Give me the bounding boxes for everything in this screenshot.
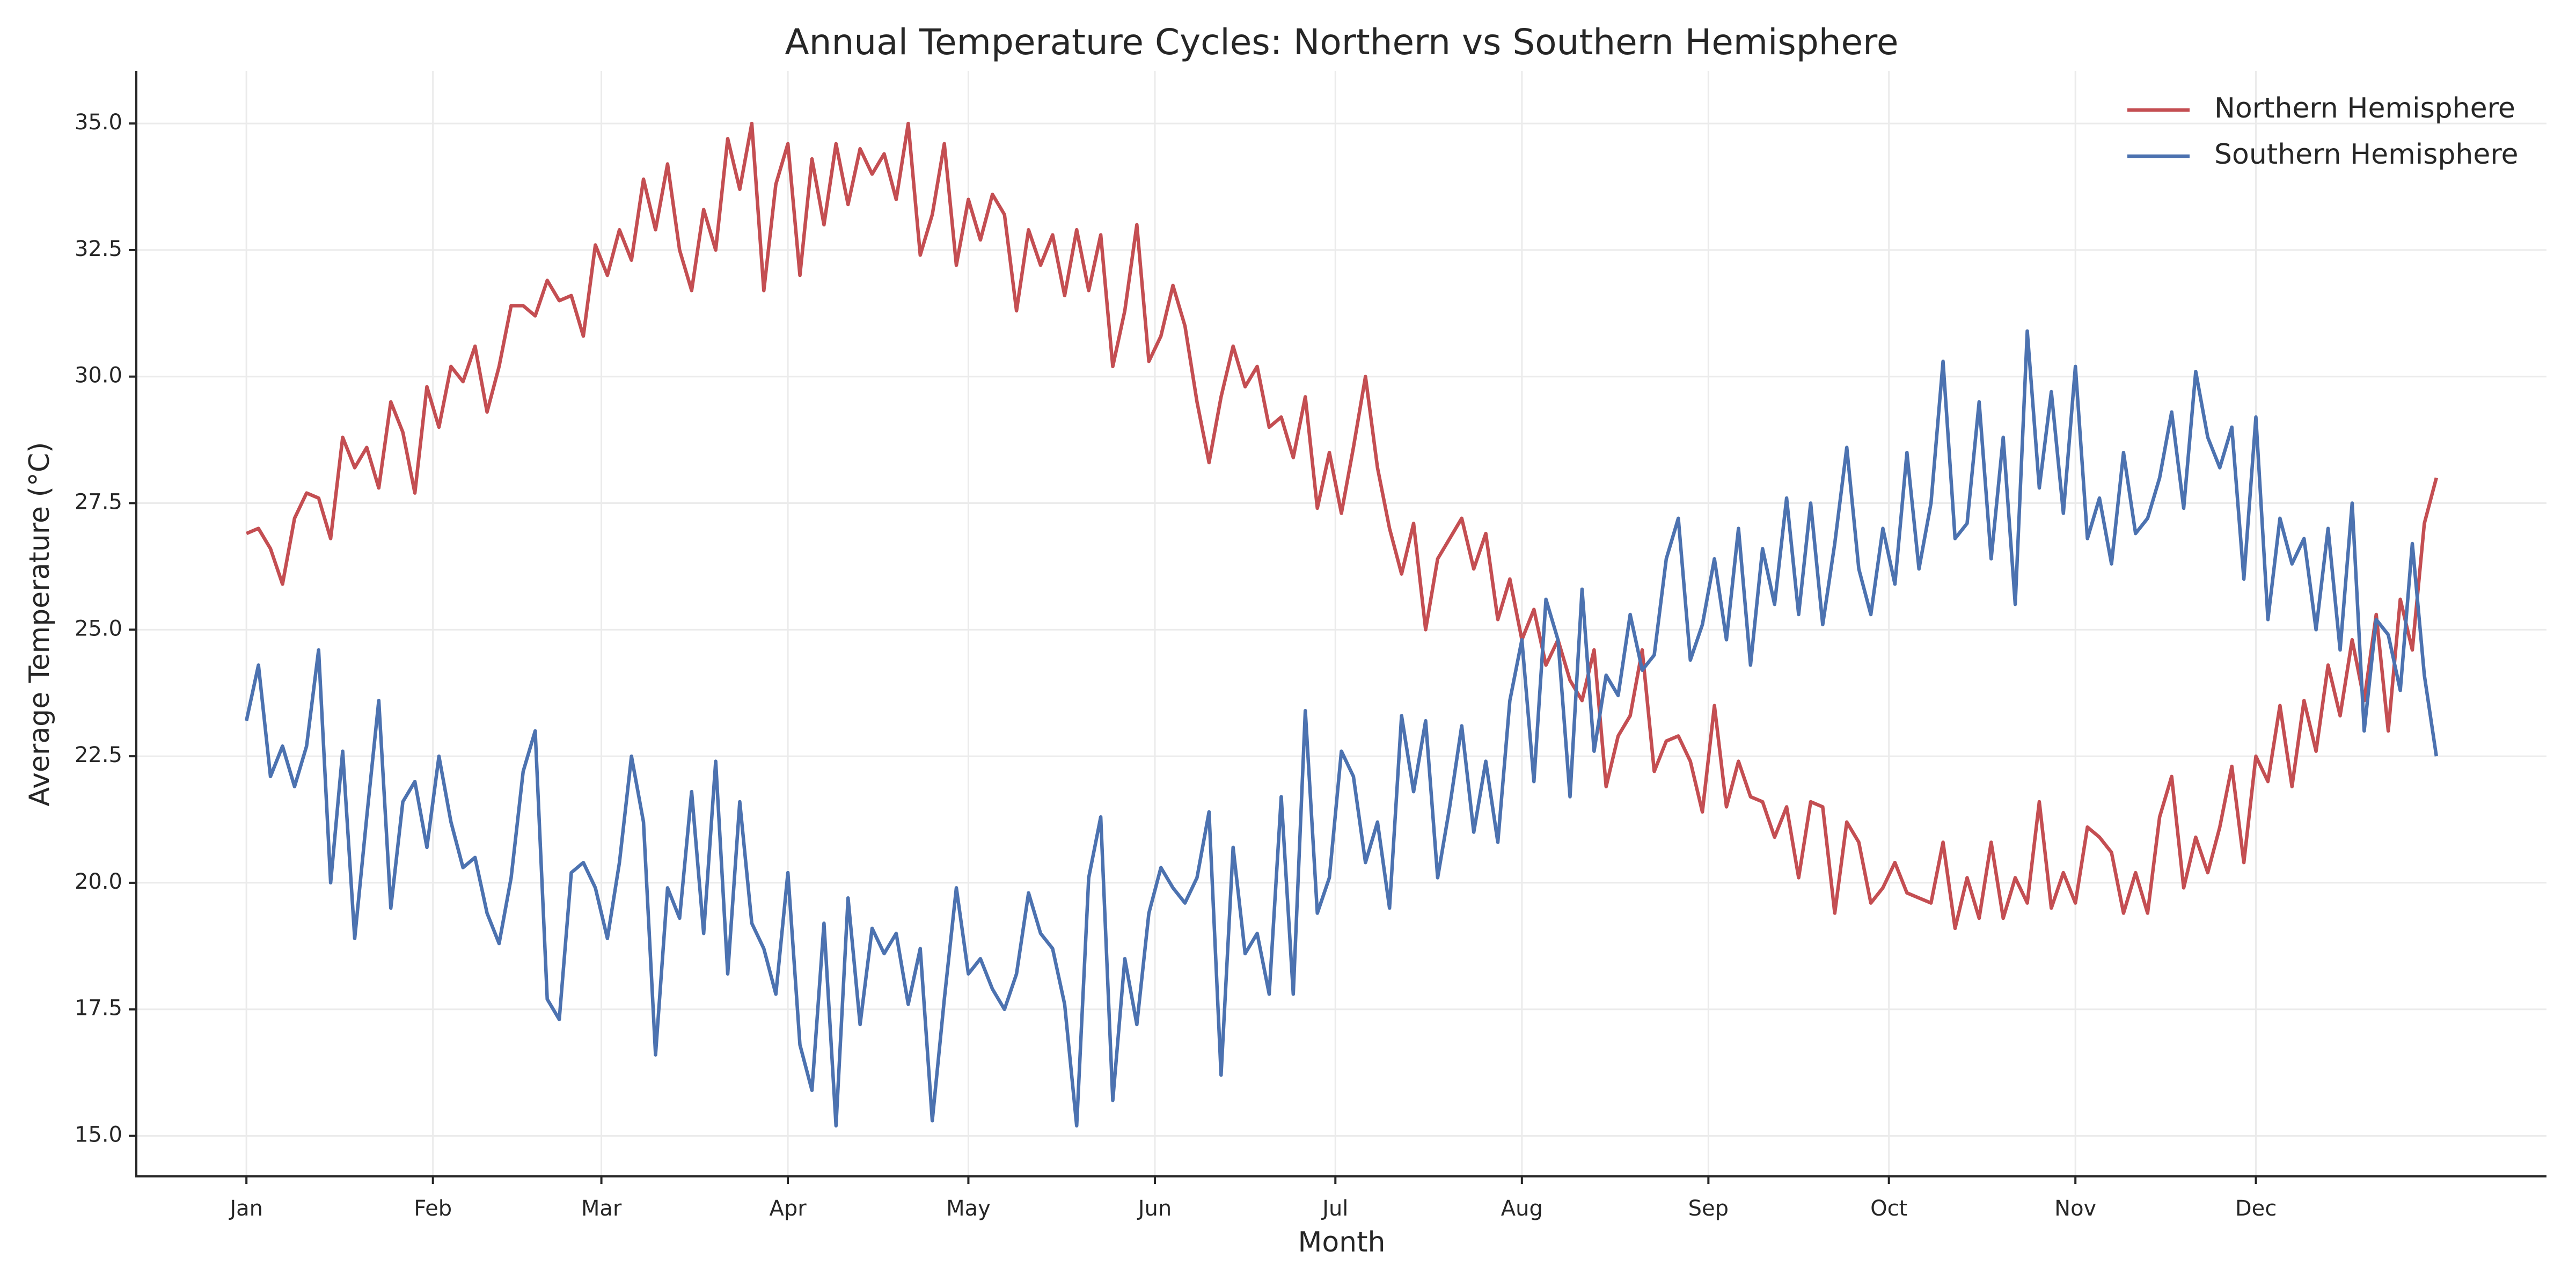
y-tick-label: 30.0 xyxy=(75,363,122,388)
x-axis-label: Month xyxy=(1298,1226,1386,1258)
x-tick-label: Dec xyxy=(2235,1196,2277,1221)
legend-label: Northern Hemisphere xyxy=(2214,92,2515,125)
x-tick-label: May xyxy=(946,1196,991,1221)
x-tick-label: Aug xyxy=(1501,1196,1543,1221)
y-tick-label: 15.0 xyxy=(75,1123,122,1147)
y-axis-label: Average Temperature (°C) xyxy=(24,442,56,807)
x-tick-label: Nov xyxy=(2054,1196,2096,1221)
y-tick-label: 25.0 xyxy=(75,616,122,641)
series-line xyxy=(244,329,2439,1128)
x-tick-label: Jul xyxy=(1321,1196,1348,1221)
x-tick-label: Feb xyxy=(414,1196,452,1221)
x-tick-label: Sep xyxy=(1688,1196,1729,1221)
x-tick-label: Mar xyxy=(581,1196,622,1221)
y-tick-label: 17.5 xyxy=(75,996,122,1021)
y-tick-label: 27.5 xyxy=(75,490,122,515)
y-tick-label: 22.5 xyxy=(75,743,122,767)
y-tick-label: 35.0 xyxy=(75,110,122,135)
y-tick-label: 32.5 xyxy=(75,237,122,261)
x-tick-label: Jan xyxy=(228,1196,263,1221)
legend-label: Southern Hemisphere xyxy=(2214,138,2519,171)
x-tick-label: Jun xyxy=(1137,1196,1172,1221)
series-line xyxy=(245,121,2438,931)
x-tick-label: Oct xyxy=(1870,1196,1907,1221)
y-tick-label: 20.0 xyxy=(75,869,122,894)
chart-title: Annual Temperature Cycles: Northern vs S… xyxy=(785,21,1899,63)
x-tick-label: Apr xyxy=(770,1196,807,1221)
